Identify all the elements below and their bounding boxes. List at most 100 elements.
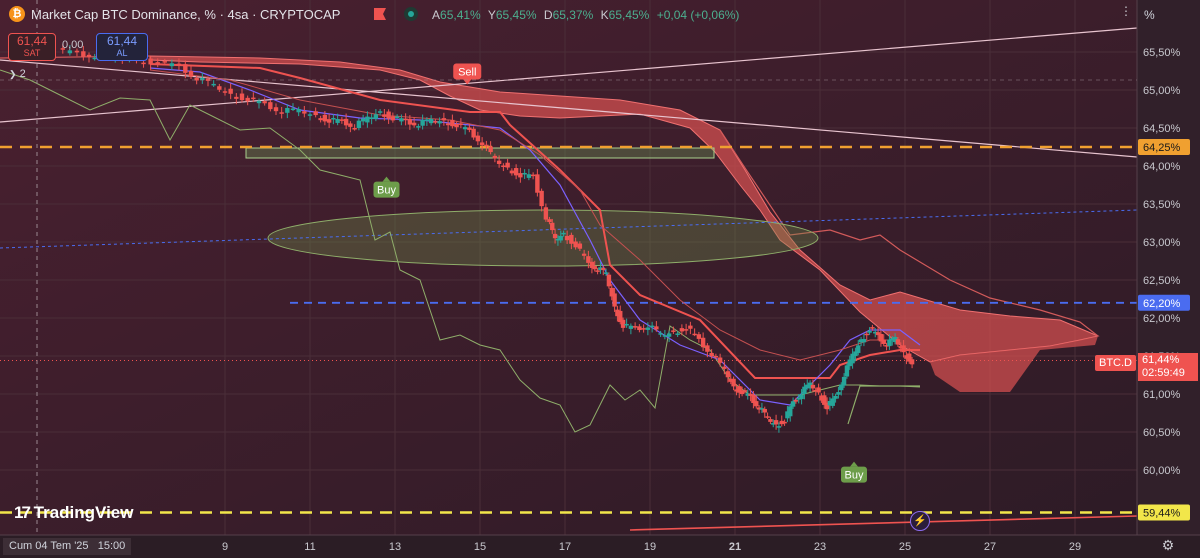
- candle-body: [148, 58, 153, 65]
- candle-body: [92, 57, 97, 60]
- scale-mode-button[interactable]: %: [1144, 8, 1155, 22]
- candle-body: [618, 310, 623, 323]
- candle-body: [530, 174, 536, 177]
- candle-body: [522, 172, 527, 175]
- candle-body: [67, 50, 73, 54]
- candle-body: [782, 421, 787, 424]
- sell-signal-pointer: [463, 79, 472, 85]
- candle-body: [365, 116, 370, 123]
- ohlc-high-key: Y: [487, 8, 496, 22]
- ohlc-change: +0,04 (+0,06%): [656, 8, 740, 22]
- status-dot: [408, 11, 414, 17]
- candle-body: [683, 329, 689, 331]
- candle-body: [765, 416, 770, 418]
- ohlc-low-key: D: [543, 8, 553, 22]
- candle-body: [887, 339, 892, 347]
- y-tick-label: 62,50%: [1143, 275, 1181, 287]
- candle-body: [561, 232, 566, 235]
- candle-body: [709, 352, 714, 357]
- candle-body: [484, 144, 489, 147]
- candle-body: [713, 356, 719, 358]
- signal-label: Sell: [458, 66, 476, 78]
- level-tags: 64,25% 62,20% 59,44%: [1138, 139, 1190, 521]
- candle-body: [790, 401, 796, 407]
- candle-body: [805, 384, 810, 388]
- candle-body: [428, 118, 434, 124]
- candle-body: [183, 64, 188, 73]
- buy-signal-pointer: [382, 176, 391, 182]
- candles: [60, 44, 915, 433]
- candle-body: [679, 328, 685, 332]
- candle-body: [615, 309, 620, 317]
- candle-body: [662, 335, 668, 337]
- candle-body: [176, 63, 182, 66]
- x-tick-label: 17: [559, 541, 571, 553]
- candle-body: [433, 121, 438, 123]
- signal-markers: Sell Buy Buy: [373, 63, 867, 483]
- candle-body: [573, 241, 578, 248]
- buy-signal-pointer: [850, 461, 858, 467]
- candle-body: [343, 118, 349, 126]
- candle-body: [369, 117, 374, 119]
- candle-body: [496, 160, 502, 164]
- candle-body: [356, 120, 362, 128]
- lightning-icon[interactable]: ⚡: [910, 511, 930, 531]
- candle-body: [296, 109, 301, 113]
- candle-body: [864, 333, 869, 336]
- candle-body: [754, 401, 759, 407]
- lagging-span-line: [0, 69, 921, 433]
- candle-body: [86, 54, 92, 58]
- buy-button[interactable]: 61,44 AL: [96, 33, 148, 61]
- candle-body: [745, 393, 750, 396]
- eye-icon[interactable]: [404, 7, 418, 21]
- indicators-toggle[interactable]: ❯ 2: [9, 68, 35, 82]
- candle-body: [513, 168, 519, 176]
- grid: [0, 0, 1137, 535]
- candle-body: [632, 326, 638, 328]
- sell-label: SAT: [23, 48, 41, 58]
- candle-body: [907, 353, 912, 362]
- header-bar: ₿ Market Cap BTC Dominance, % · 4sa · CR…: [0, 0, 1120, 28]
- candle-body: [742, 390, 748, 392]
- candle-body: [788, 406, 793, 417]
- ohlc-close-key: K: [600, 8, 609, 22]
- y-tick-label: 65,50%: [1143, 47, 1181, 59]
- candle-body: [335, 119, 340, 123]
- candle-body: [856, 345, 861, 353]
- sell-button[interactable]: 61,44 SAT: [8, 33, 56, 61]
- sell-signal-badge: [453, 63, 482, 80]
- candle-body: [505, 162, 510, 168]
- candle-body: [824, 402, 830, 410]
- x-tick-label: 19: [644, 541, 656, 553]
- candle-body: [501, 165, 506, 167]
- candle-body: [705, 345, 710, 352]
- candle-body: [318, 118, 323, 121]
- candle-body: [302, 111, 307, 114]
- candle-body: [475, 135, 481, 142]
- candle-body: [833, 395, 838, 399]
- tradingview-logo: 17 TradingView: [14, 503, 133, 525]
- level-tag-bg: [1138, 504, 1190, 521]
- candle-body: [416, 126, 421, 128]
- candle-body: [539, 190, 544, 207]
- candle-body: [407, 118, 413, 125]
- candle-body: [262, 101, 267, 104]
- candle-body: [858, 339, 864, 343]
- candle-body: [403, 118, 408, 121]
- candle-body: [245, 97, 250, 102]
- candle-body: [624, 323, 629, 326]
- candle-body: [739, 390, 745, 394]
- candle-body: [870, 327, 875, 329]
- countdown-value: 02:59:49: [1142, 367, 1185, 379]
- spread-value: 0,00: [62, 39, 84, 51]
- candle-body: [420, 119, 425, 126]
- y-tick-label: 64,00%: [1143, 161, 1181, 173]
- candle-body: [492, 155, 498, 159]
- flag-icon[interactable]: [374, 8, 386, 20]
- more-options-icon[interactable]: ⋮: [1120, 4, 1132, 18]
- tv-logo-icon: 17: [14, 503, 31, 522]
- settings-gear-icon[interactable]: ⚙: [1161, 537, 1175, 553]
- candle-body: [816, 387, 821, 393]
- symbol-title[interactable]: Market Cap BTC Dominance, % · 4sa · CRYP…: [31, 7, 341, 22]
